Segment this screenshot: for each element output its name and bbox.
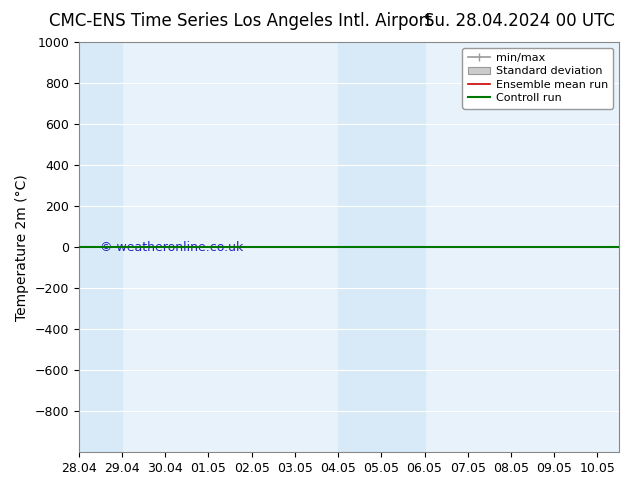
Bar [381,42,425,452]
Legend: min/max, Standard deviation, Ensemble mean run, Controll run: min/max, Standard deviation, Ensemble me… [462,48,614,109]
Bar [79,42,122,452]
Text: Su. 28.04.2024 00 UTC: Su. 28.04.2024 00 UTC [424,12,616,30]
Bar [338,42,381,452]
Text: CMC-ENS Time Series Los Angeles Intl. Airport: CMC-ENS Time Series Los Angeles Intl. Ai… [49,12,432,30]
Y-axis label: Temperature 2m (°C): Temperature 2m (°C) [15,174,29,320]
Text: © weatheronline.co.uk: © weatheronline.co.uk [100,241,243,254]
